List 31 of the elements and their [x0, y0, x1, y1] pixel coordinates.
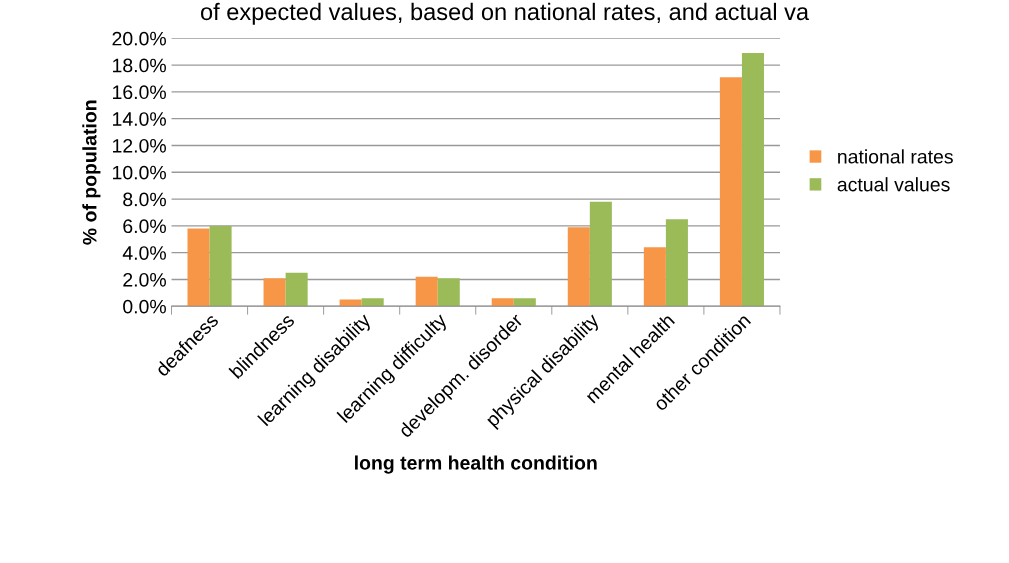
y-tick-label: 12.0% [113, 138, 166, 153]
y-tick-label: 0.0% [123, 299, 166, 314]
bar [285, 272, 308, 307]
y-axis-title: % of population [82, 100, 101, 245]
bar [209, 225, 232, 307]
y-tick-label: 6.0% [123, 219, 166, 234]
bar [263, 278, 286, 307]
y-tick-label: 8.0% [123, 192, 166, 207]
bar [437, 278, 460, 307]
bar [513, 298, 536, 307]
y-tick-label: 18.0% [113, 58, 166, 73]
y-tick-label: 10.0% [113, 165, 166, 180]
y-tick-label: 14.0% [113, 112, 166, 126]
chart-title: of expected values, based on national rates, and actual va [200, 2, 810, 25]
y-tick-label: 4.0% [122, 246, 166, 260]
bar [719, 77, 742, 307]
x-axis-title: long term health condition [355, 455, 597, 474]
bar [361, 298, 384, 307]
bar [665, 219, 688, 307]
bar [491, 298, 514, 307]
y-tick-label: 2.0% [123, 272, 166, 287]
bar [187, 228, 210, 307]
bar [643, 247, 666, 307]
y-tick-label: 16.0% [113, 85, 166, 100]
bar [741, 53, 764, 307]
legend-label: actual values [837, 177, 950, 192]
bar [589, 201, 612, 307]
bar [415, 276, 438, 307]
legend-label: national rates [838, 149, 953, 164]
bar [567, 227, 590, 307]
y-tick-label: 20.0% [112, 31, 166, 46]
